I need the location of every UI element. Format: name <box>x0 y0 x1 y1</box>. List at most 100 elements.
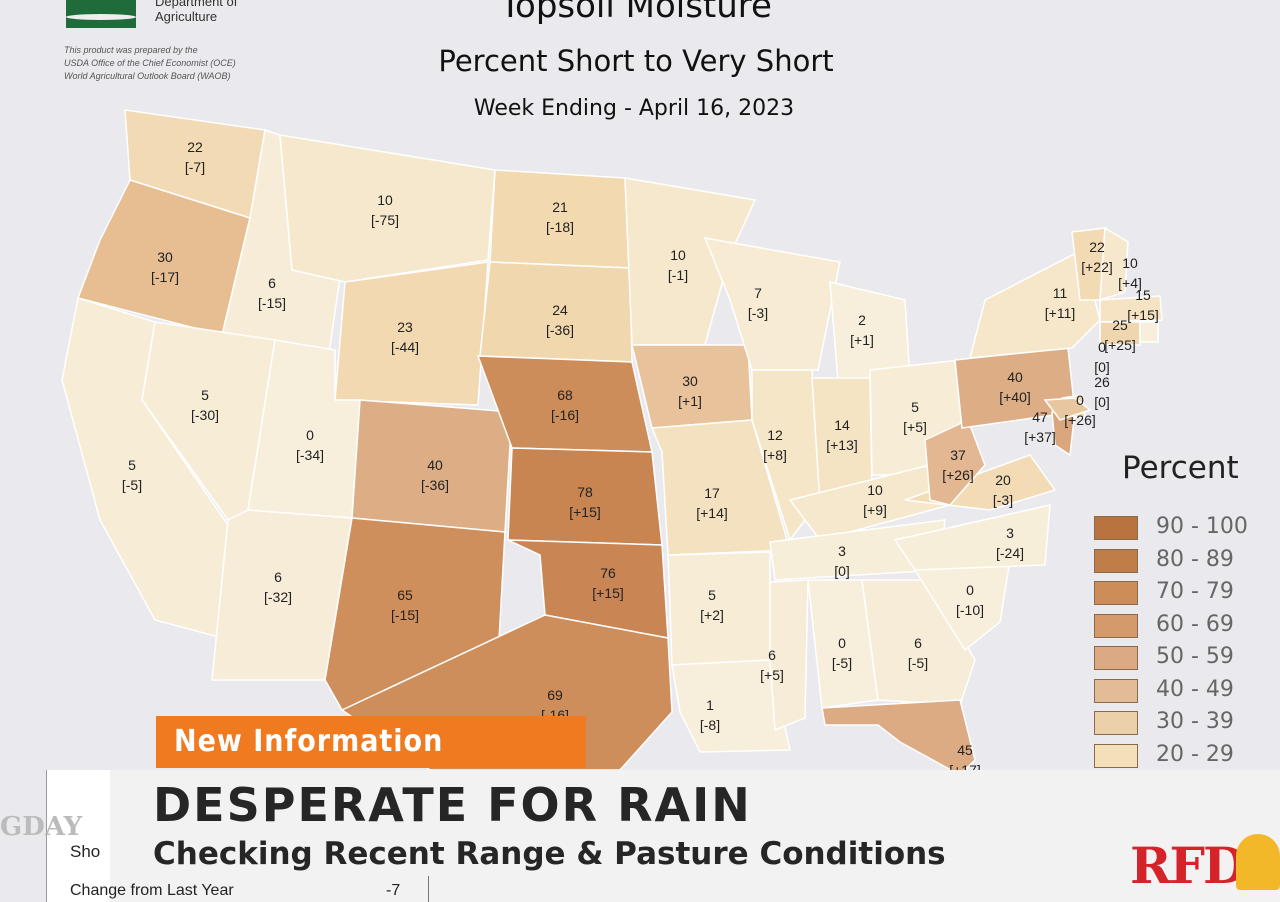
state-in-value: 14 <box>834 417 850 433</box>
state-or-change: [-17] <box>151 269 179 285</box>
state-pa-value: 40 <box>1007 369 1023 385</box>
state-ga-value: 6 <box>914 635 922 651</box>
state-tx-value: 69 <box>547 687 563 703</box>
state-nc-value: 3 <box>1006 525 1014 541</box>
state-ky-change: [+9] <box>863 502 887 518</box>
legend-swatch <box>1094 646 1138 670</box>
state-mi-change: [+1] <box>850 332 874 348</box>
state-ga-change: [-5] <box>908 655 928 671</box>
state-fl <box>821 699 976 776</box>
state-wv-change: [+26] <box>942 467 974 483</box>
state-ar-change: [+2] <box>700 607 724 623</box>
station-logo: RFD <box>1130 836 1246 895</box>
legend-swatch <box>1094 581 1138 605</box>
usda-logo <box>66 0 136 28</box>
state-ma-value: 15 <box>1135 287 1151 303</box>
state-wa-change: [-7] <box>185 159 205 175</box>
state-ma-change: [+15] <box>1127 307 1159 323</box>
state-md <box>1043 397 1092 421</box>
state-vt-change: [+22] <box>1081 259 1113 275</box>
state-mi-value: 2 <box>858 312 866 328</box>
state-ks-change: [+15] <box>569 504 601 520</box>
state-ne-change: [-16] <box>551 407 579 423</box>
legend-label: 30 - 39 <box>1156 709 1234 734</box>
state-nh-value: 10 <box>1122 255 1138 271</box>
legend-swatch <box>1094 516 1138 540</box>
legend-swatch <box>1094 613 1138 638</box>
legend-label: 80 - 89 <box>1156 546 1234 572</box>
state-az-change: [-32] <box>264 589 292 605</box>
state-ok-value: 76 <box>600 565 616 581</box>
state-oh-change: [+5] <box>903 419 927 435</box>
state-sd-value: 24 <box>552 302 568 318</box>
state-az-value: 6 <box>274 569 282 585</box>
state-mo-value: 17 <box>704 485 720 501</box>
sun-icon <box>1236 834 1280 890</box>
state-md-value: 0 <box>1076 392 1084 408</box>
state-pa-change: [+40] <box>999 389 1031 405</box>
state-la-value: 1 <box>706 697 714 713</box>
state-id-change: [-15] <box>258 295 286 311</box>
state-ut-change: [-34] <box>296 447 324 463</box>
headline: DESPERATE FOR RAIN <box>153 778 752 832</box>
legend-label: 50 - 59 <box>1156 644 1234 669</box>
state-ky-value: 10 <box>867 482 883 498</box>
state-ia-change: [+1] <box>678 393 702 409</box>
state-ny <box>969 248 1101 359</box>
new-info-label: New Information <box>174 724 444 759</box>
state-nv-change: [-30] <box>191 407 219 423</box>
state-nv-value: 5 <box>201 387 209 403</box>
legend-swatch <box>1094 743 1138 768</box>
credit-note: This product was prepared by the USDA Of… <box>64 45 236 81</box>
state-wy-change: [-44] <box>391 339 419 355</box>
state-nj-value: 47 <box>1032 409 1048 425</box>
state-mo-change: [+14] <box>696 505 728 521</box>
state-al-change: [-5] <box>832 655 852 671</box>
state-ri-change: [0] <box>1094 359 1110 375</box>
state-sc-change: [-10] <box>956 602 984 618</box>
state-or-value: 30 <box>157 249 173 265</box>
state-vt-value: 22 <box>1089 239 1105 255</box>
state-nc-change: [-24] <box>996 545 1024 561</box>
state-mt-value: 10 <box>377 192 393 208</box>
state-wv-value: 37 <box>950 447 966 463</box>
state-va-change: [-3] <box>993 492 1013 508</box>
state-ok-change: [+15] <box>592 585 624 601</box>
state-mn <box>624 177 757 346</box>
state-nj-change: [+37] <box>1024 429 1056 445</box>
state-mt <box>279 134 496 283</box>
state-co-value: 40 <box>427 457 443 473</box>
state-il-change: [+8] <box>763 447 787 463</box>
state-nh-change: [+4] <box>1118 275 1142 291</box>
legend-swatch <box>1094 678 1138 703</box>
state-ri-value: 0 <box>1098 339 1106 355</box>
state-la <box>671 659 791 753</box>
state-nh <box>1099 226 1129 302</box>
legend-title: Percent <box>1122 450 1239 486</box>
table-label: Sho <box>70 842 101 861</box>
change-value: -7 <box>386 882 401 899</box>
state-de-value: 26 <box>1094 374 1110 390</box>
state-ms-value: 6 <box>768 647 776 663</box>
state-wi-change: [-3] <box>748 305 768 321</box>
change-label: Change from Last Year <box>70 882 234 899</box>
state-nc <box>893 504 1051 571</box>
lower-third <box>110 770 1280 902</box>
state-nd-change: [-18] <box>546 219 574 235</box>
table-edge <box>46 770 111 902</box>
state-in-change: [+13] <box>826 437 858 453</box>
state-mt-change: [-75] <box>371 212 399 228</box>
legend-label: 70 - 79 <box>1156 579 1234 604</box>
state-ca-change: [-5] <box>122 477 142 493</box>
map-title: Topsoil Moisture <box>500 0 772 26</box>
state-ms-change: [+5] <box>760 667 784 683</box>
state-nd-value: 21 <box>552 199 568 215</box>
state-nm-value: 65 <box>397 587 413 603</box>
state-ri <box>1139 321 1159 343</box>
state-fl-value: 45 <box>957 742 973 758</box>
state-az <box>211 509 353 681</box>
state-id-value: 6 <box>268 275 276 291</box>
state-ny-value: 11 <box>1053 285 1068 301</box>
state-oh-value: 5 <box>911 399 919 415</box>
state-ia-value: 30 <box>682 373 698 389</box>
